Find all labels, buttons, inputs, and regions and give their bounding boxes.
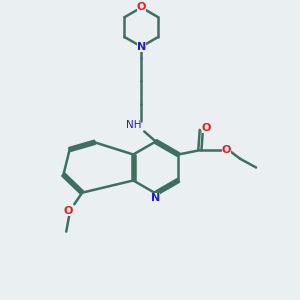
- Text: O: O: [222, 145, 231, 155]
- Text: N: N: [137, 42, 146, 52]
- Text: NH: NH: [125, 119, 141, 130]
- Text: O: O: [202, 123, 211, 133]
- Text: N: N: [151, 193, 160, 203]
- Text: O: O: [63, 206, 72, 216]
- Text: O: O: [137, 2, 146, 13]
